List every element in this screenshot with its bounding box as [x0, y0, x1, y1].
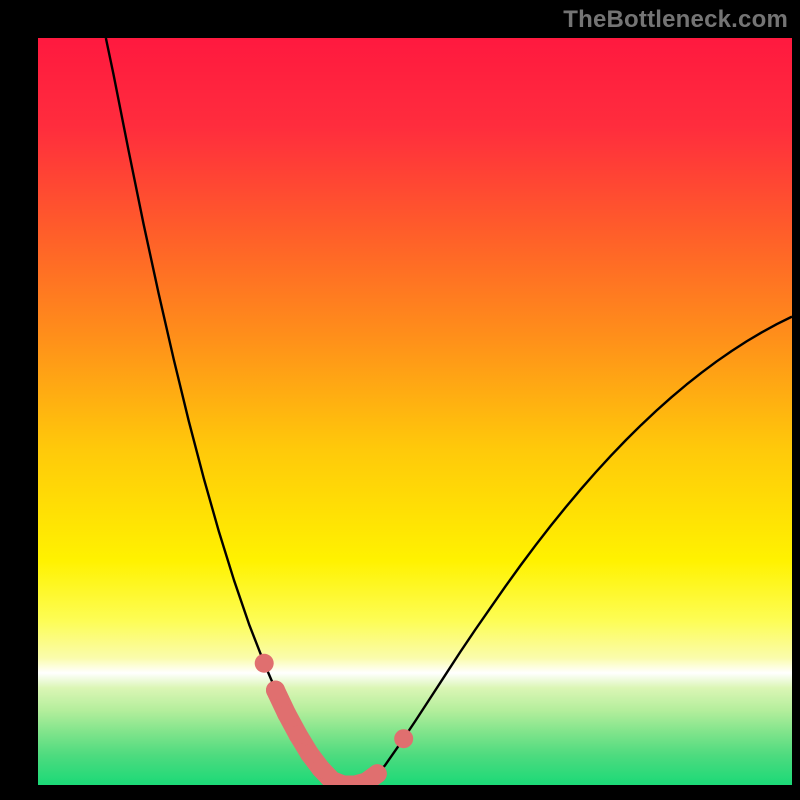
curve-marker — [266, 681, 285, 700]
plot-background — [38, 38, 792, 785]
curve-marker — [394, 729, 413, 748]
bottleneck-chart — [0, 0, 800, 800]
curve-marker — [277, 705, 296, 724]
curve-marker — [300, 744, 319, 763]
curve-marker — [368, 764, 387, 783]
curve-marker — [255, 654, 274, 673]
watermark-text: TheBottleneck.com — [563, 6, 788, 34]
chart-canvas: TheBottleneck.com — [0, 0, 800, 800]
curve-marker — [289, 725, 308, 744]
